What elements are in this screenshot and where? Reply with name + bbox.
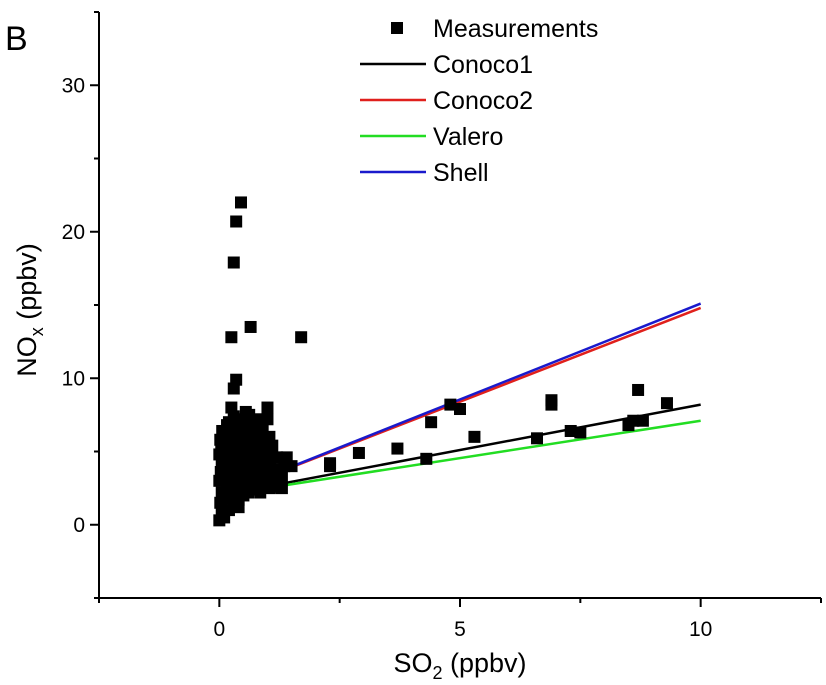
measurement-point (244, 320, 257, 333)
measurement-point (285, 460, 298, 473)
measurement-point (232, 501, 245, 514)
measurement-point (564, 424, 577, 437)
series-line-shell (218, 302, 702, 497)
legend-label-measurements: Measurements (433, 15, 598, 43)
y-tick-label: 10 (62, 367, 85, 390)
y-ticks (90, 11, 99, 599)
x-tick-label: 10 (689, 618, 712, 641)
measurement-points (213, 196, 673, 527)
measurement-point (275, 482, 288, 495)
measurement-point (425, 416, 438, 429)
legend: Measurements Conoco1 Conoco2 Valero Shell (360, 15, 598, 187)
x-axis-label: SO2 (ppbv) (393, 648, 526, 683)
series-line-valero (219, 419, 701, 497)
measurement-point (266, 439, 279, 452)
measurement-point (468, 430, 481, 443)
measurement-point (215, 504, 228, 517)
measurement-point (531, 432, 544, 445)
y-axis-label-rest: (ppbv) (12, 243, 42, 327)
y-tick-label: 20 (62, 221, 85, 244)
legend-label-valero: Valero (433, 123, 503, 151)
x-ticks (98, 598, 822, 607)
measurement-point (261, 413, 274, 426)
measurement-point (574, 426, 587, 439)
measurement-point (632, 383, 645, 396)
measurement-point (239, 405, 252, 418)
measurement-point (225, 331, 238, 344)
measurement-point (227, 256, 240, 269)
y-axis-label-main: NO (12, 336, 42, 377)
measurement-point (324, 457, 337, 470)
y-axis-label: NOx (ppbv) (12, 243, 47, 377)
measurement-point (636, 414, 649, 427)
series-lines (218, 302, 702, 497)
measurement-point (391, 442, 404, 455)
legend-label-conoco1: Conoco1 (433, 51, 533, 79)
measurement-point (545, 394, 558, 407)
series-line-conoco1 (219, 403, 701, 497)
measurement-point (420, 452, 433, 465)
legend-label-conoco2: Conoco2 (433, 87, 533, 115)
y-tick-label: 30 (62, 74, 85, 97)
x-tick-labels: 0 5 10 (213, 618, 712, 641)
panel-label: B (5, 20, 28, 58)
measurement-point (352, 446, 365, 459)
measurement-point (234, 196, 247, 209)
measurement-point (454, 403, 466, 416)
measurement-point (444, 398, 457, 411)
measurement-point (627, 414, 640, 427)
measurement-point (660, 397, 673, 410)
x-axis-label-rest: (ppbv) (442, 648, 526, 678)
x-tick-label: 0 (213, 618, 225, 641)
x-axis-label-main: SO (393, 648, 432, 678)
measurement-point (273, 466, 286, 479)
y-axis-label-sub: x (27, 327, 47, 336)
legend-label-shell: Shell (433, 159, 489, 187)
measurement-point (295, 331, 308, 344)
measurement-point (230, 373, 243, 386)
y-tick-labels: 0 10 20 30 (62, 74, 85, 537)
y-tick-label: 0 (73, 514, 85, 537)
measurement-point (230, 215, 243, 228)
legend-marker-measurements (391, 22, 403, 34)
x-tick-label: 5 (454, 618, 466, 641)
measurement-point (261, 401, 274, 414)
x-axis-label-sub: 2 (432, 663, 442, 683)
